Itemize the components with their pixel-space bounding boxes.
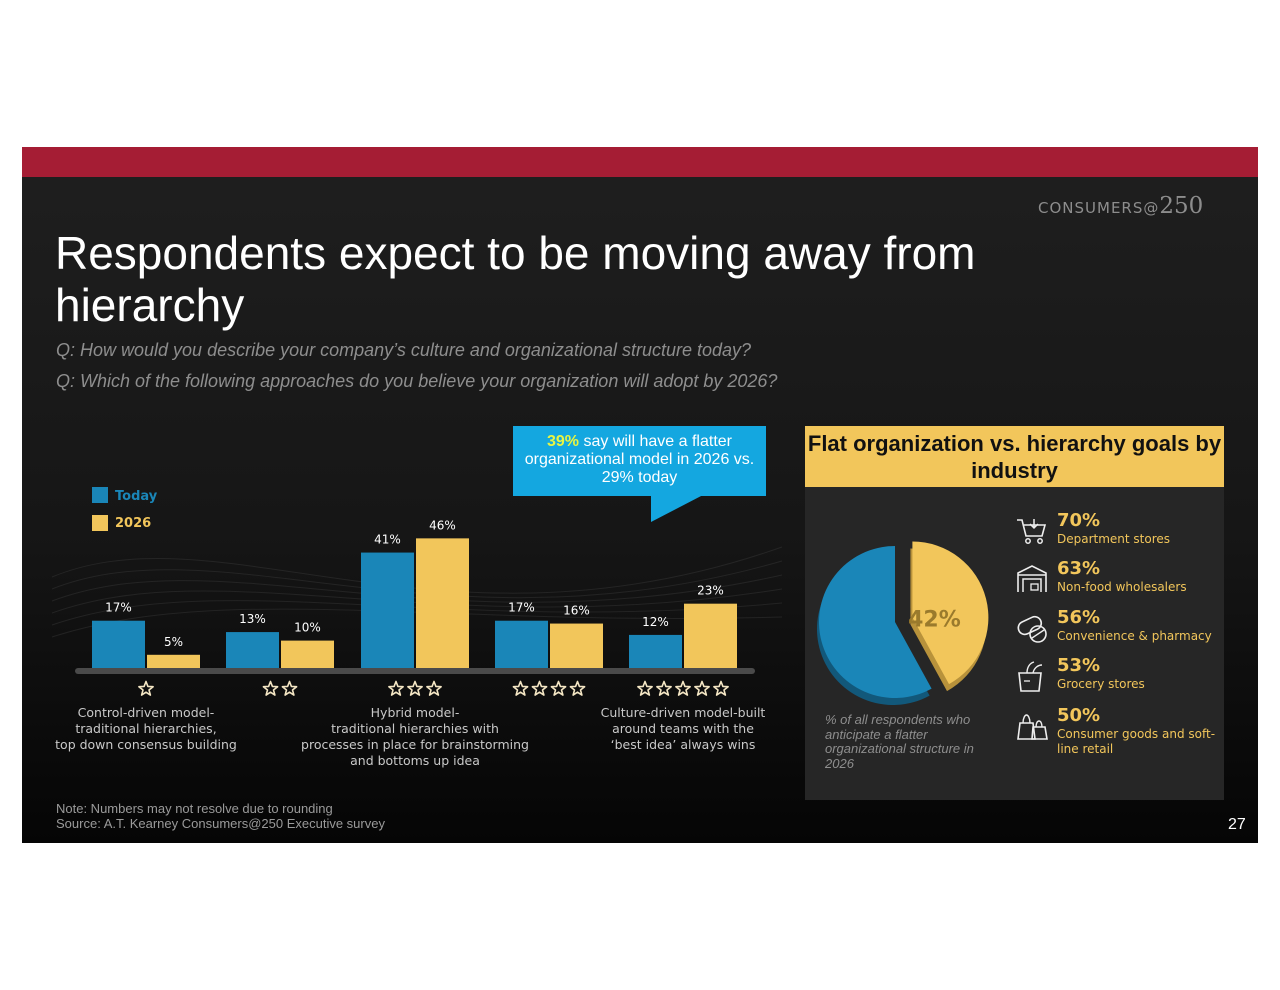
star-icon xyxy=(550,680,567,696)
star-icon xyxy=(407,680,423,696)
grocery-bag-icon xyxy=(1018,661,1043,692)
data-label: 16% xyxy=(563,604,590,618)
brand-logo: CONSUMERS@250 xyxy=(1038,193,1204,219)
star-icon xyxy=(675,680,691,696)
bar-2026 xyxy=(684,603,737,669)
pills-icon xyxy=(1017,615,1047,643)
bar-2026 xyxy=(550,623,603,669)
footnote: Note: Numbers may not resolve due to rou… xyxy=(56,801,333,816)
source-note: Source: A.T. Kearney Consumers@250 Execu… xyxy=(56,816,385,831)
star-icon xyxy=(281,680,298,696)
data-label: 13% xyxy=(239,612,266,626)
shopping-cart-icon xyxy=(1017,519,1047,544)
slide: CONSUMERS@250 Respondents expect to be m… xyxy=(22,147,1258,843)
callout-text: say will have a flatter organizational m… xyxy=(524,433,755,486)
question-today: Q: How would you describe your company’s… xyxy=(56,340,752,360)
industry-item: 50% Consumer goods and soft-line retail xyxy=(1015,705,1224,756)
category-description: Control-driven model- xyxy=(78,705,215,720)
industry-percent: 56% xyxy=(1057,607,1101,628)
star-icon xyxy=(512,680,529,696)
data-label: 12% xyxy=(642,615,669,629)
industry-name: Grocery stores xyxy=(1057,677,1145,691)
data-label: 46% xyxy=(429,518,456,532)
legend-swatch-today xyxy=(92,487,108,503)
bar-2026 xyxy=(281,640,334,669)
bar-chart: Today 2026 17% 5% 13% 10% 41% 46% 17% 16% 12% 23% Co… xyxy=(51,487,783,768)
star-icon xyxy=(262,680,279,696)
star-icon xyxy=(656,680,672,696)
background-wave xyxy=(51,574,783,603)
star-icon xyxy=(388,680,404,696)
category-description: Culture-driven model-built xyxy=(601,705,766,720)
star-icon xyxy=(426,680,442,696)
star-icon xyxy=(694,680,710,696)
bar-today xyxy=(92,620,145,669)
page-title: Respondents expect to be moving away fro… xyxy=(55,227,976,331)
page-number: 27 xyxy=(1228,816,1246,833)
pie-slice-flat xyxy=(912,541,989,685)
legend-swatch-2026 xyxy=(92,515,108,531)
data-label: 23% xyxy=(697,584,724,598)
industry-percent: 53% xyxy=(1057,655,1101,676)
background-wave xyxy=(51,546,783,594)
background-wave xyxy=(51,588,783,614)
bar-2026 xyxy=(147,654,200,669)
star-icon xyxy=(637,680,653,696)
category-description: Hybrid model- xyxy=(371,705,460,720)
chart-baseline xyxy=(75,668,755,674)
shopping-bags-icon xyxy=(1017,714,1048,740)
industry-name: Department stores xyxy=(1057,532,1171,546)
callout-highlight: 39% xyxy=(547,433,580,450)
data-label: 17% xyxy=(105,601,132,615)
star-icon xyxy=(138,680,154,696)
industry-panel: Flat organization vs. hierarchy goals by… xyxy=(805,426,1224,800)
callout-pointer xyxy=(651,495,703,522)
industry-item: 70% Department stores xyxy=(1015,510,1224,556)
industry-item: 56% Convenience & pharmacy xyxy=(1015,607,1224,653)
industry-item: 53% Grocery stores xyxy=(1015,655,1224,701)
industry-item: 63% Non-food wholesalers xyxy=(1015,558,1224,604)
bar-today xyxy=(629,634,682,669)
category-description: processes in place for brainstorming xyxy=(301,737,529,752)
pie-chart: 42% xyxy=(816,541,989,705)
bar-today xyxy=(361,552,414,669)
pie-caption: % of all respondents who anticipate a fl… xyxy=(825,712,974,771)
industry-name: Consumer goods and soft-line retail xyxy=(1057,727,1216,756)
bar-today xyxy=(226,632,279,669)
bar-2026 xyxy=(416,538,469,669)
pie-slice-other xyxy=(818,546,932,698)
star-icon xyxy=(569,680,586,696)
brand-bar xyxy=(22,147,1258,177)
background-wave xyxy=(51,560,783,599)
data-label: 10% xyxy=(294,621,321,635)
industry-name: Non-food wholesalers xyxy=(1057,580,1187,594)
warehouse-icon xyxy=(1017,565,1047,592)
category-description: around teams with the xyxy=(612,721,754,736)
category-description: and bottoms up idea xyxy=(350,753,480,768)
background-wave xyxy=(51,600,783,626)
category-description: traditional hierarchies with xyxy=(331,721,499,736)
industry-percent: 63% xyxy=(1057,558,1101,579)
data-label: 41% xyxy=(374,533,401,547)
bar-today xyxy=(495,620,548,669)
star-icon xyxy=(713,680,729,696)
category-description: top down consensus building xyxy=(55,737,237,752)
industry-percent: 70% xyxy=(1057,510,1101,531)
callout-box: 39% say will have a flatter organization… xyxy=(513,426,766,496)
legend-label-2026: 2026 xyxy=(115,516,151,531)
panel-title: Flat organization vs. hierarchy goals by… xyxy=(805,426,1224,487)
data-label: 5% xyxy=(164,635,183,649)
data-label: 17% xyxy=(508,601,535,615)
background-wave xyxy=(51,608,783,638)
question-2026: Q: Which of the following approaches do … xyxy=(56,371,778,391)
category-description: traditional hierarchies, xyxy=(75,721,216,736)
category-description: ‘best idea’ always wins xyxy=(611,737,756,752)
industry-name: Convenience & pharmacy xyxy=(1057,629,1212,643)
industry-percent: 50% xyxy=(1057,705,1101,726)
legend-label-today: Today xyxy=(115,489,158,504)
star-icon xyxy=(531,680,548,696)
pie-label: 42% xyxy=(908,608,961,633)
